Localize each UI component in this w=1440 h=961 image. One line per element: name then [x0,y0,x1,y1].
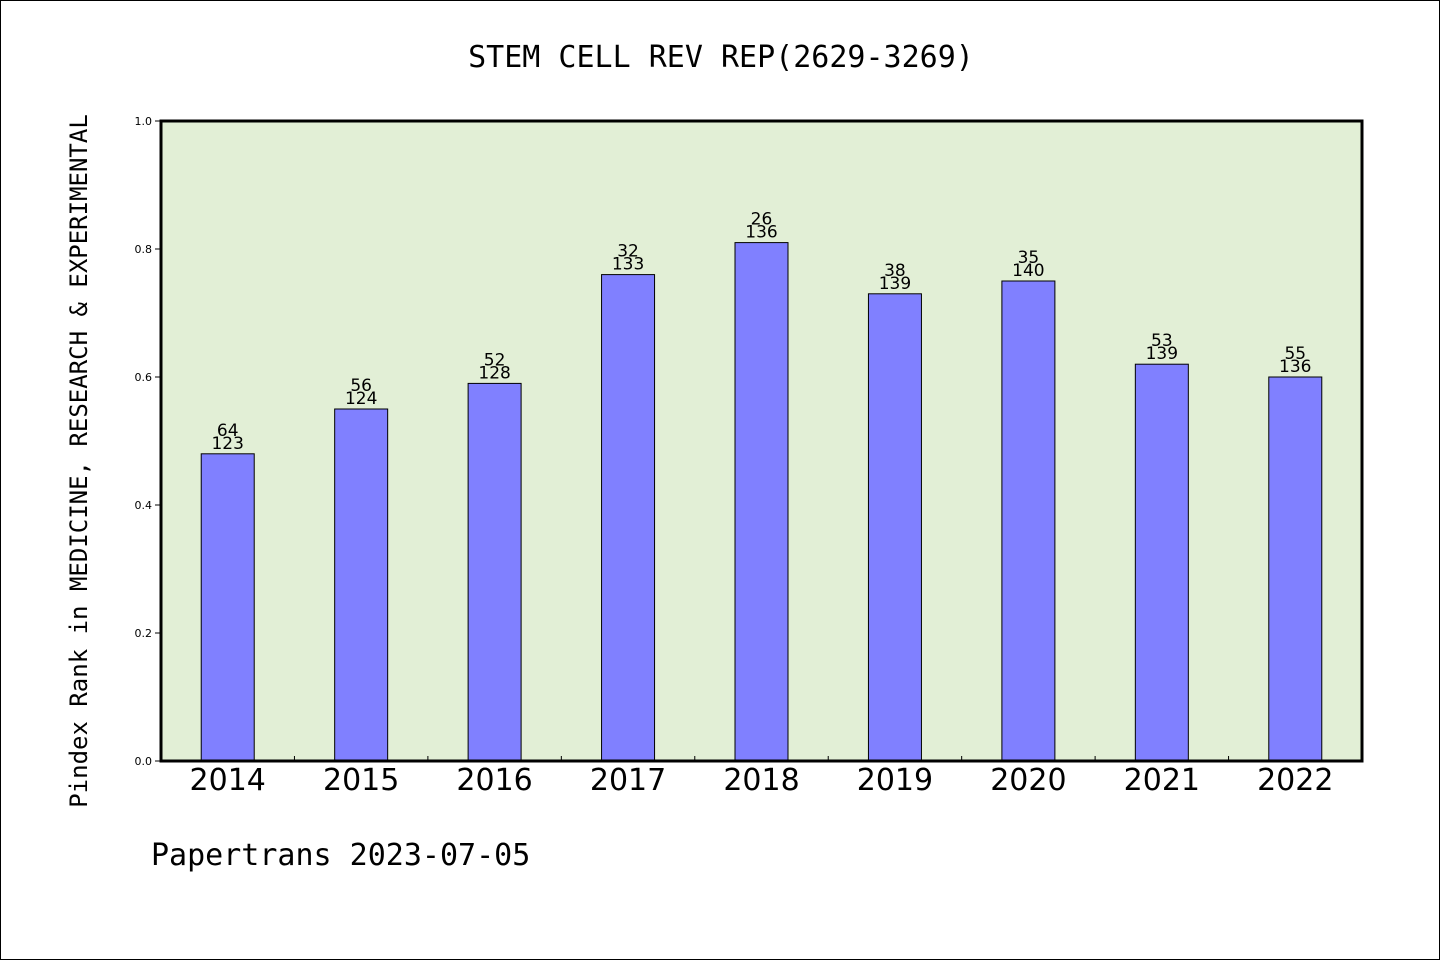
bar-2021 [1134,363,1189,762]
bar-total-label: 128 [478,363,510,383]
y-tick-label: 0.4 [135,499,153,512]
x-tick-label: 2016 [456,763,532,798]
bar-rank-label: 26 [751,210,773,230]
bar-total-label: 123 [211,434,243,454]
bar-rank-label: 56 [350,376,372,396]
x-tick-label: 2015 [323,763,399,798]
y-tick-label: 0.0 [135,755,153,768]
bar-total-label: 140 [1012,261,1044,281]
bar-2014 [200,453,255,762]
bar-total-label: 139 [1146,344,1178,364]
bar-total-label: 136 [745,223,777,243]
bar-rank-label: 52 [484,350,506,370]
bar-rank-label: 38 [884,261,906,281]
bar-2019 [867,293,922,762]
bar-2020 [1001,280,1056,762]
bar-rank-label: 64 [217,421,239,441]
x-tick-label: 2020 [990,763,1066,798]
bar-rank-label: 32 [617,242,639,262]
bar-rank-label: 53 [1151,331,1173,351]
bar-2016 [467,382,522,762]
y-axis-label: Pindex Rank in MEDICINE, RESEARCH & EXPE… [65,114,93,808]
y-tick-label: 0.8 [135,243,153,256]
x-tick-label: 2018 [723,763,799,798]
footer-credit: Papertrans 2023-07-05 [151,838,530,873]
bar-2017 [601,274,656,762]
chart-title: STEM CELL REV REP(2629-3269) [468,40,974,75]
bar-2018 [734,242,789,762]
bar-total-label: 139 [879,274,911,294]
x-tick-label: 2019 [857,763,933,798]
x-axis: 2014 2015 2016 2017 2018 2019 2020 2021 2022 [190,756,1333,798]
bar-rank-label: 55 [1284,344,1306,364]
plot-border [159,119,1364,763]
bar-2022 [1268,376,1323,762]
x-tick-label: 2022 [1257,763,1333,798]
bar-total-label: 136 [1279,357,1311,377]
y-axis: 0.0 0.2 0.4 0.6 0.8 1.0 [135,115,161,768]
y-tick-label: 0.2 [135,627,153,640]
x-tick-label: 2021 [1124,763,1200,798]
x-tick-label: 2017 [590,763,666,798]
bar-labels-group: 6412356124521283213326136381393514053139… [211,210,1311,454]
bar-2015 [334,408,389,762]
y-tick-label: 1.0 [135,115,153,128]
bars-group [200,242,1323,762]
bar-total-label: 124 [345,389,377,409]
bar-total-label: 133 [612,255,644,275]
x-tick-label: 2014 [190,763,266,798]
y-tick-label: 0.6 [135,371,153,384]
bar-rank-label: 35 [1018,248,1040,268]
